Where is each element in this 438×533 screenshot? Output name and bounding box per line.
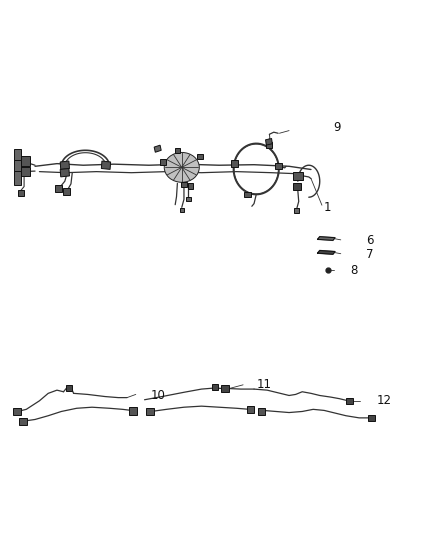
Text: 12: 12: [377, 394, 392, 407]
FancyBboxPatch shape: [101, 161, 111, 169]
Polygon shape: [318, 237, 335, 240]
FancyBboxPatch shape: [175, 148, 180, 152]
Text: 9: 9: [333, 122, 340, 134]
FancyBboxPatch shape: [13, 408, 21, 415]
FancyBboxPatch shape: [60, 168, 70, 177]
Text: 11: 11: [256, 378, 271, 391]
FancyBboxPatch shape: [14, 160, 21, 175]
FancyBboxPatch shape: [146, 408, 154, 415]
FancyBboxPatch shape: [154, 145, 161, 152]
FancyBboxPatch shape: [275, 163, 282, 169]
FancyBboxPatch shape: [197, 154, 203, 159]
FancyBboxPatch shape: [231, 160, 238, 167]
FancyBboxPatch shape: [186, 197, 191, 201]
FancyBboxPatch shape: [258, 408, 265, 415]
FancyBboxPatch shape: [160, 159, 166, 165]
FancyBboxPatch shape: [19, 418, 27, 425]
FancyBboxPatch shape: [212, 384, 218, 390]
FancyBboxPatch shape: [60, 161, 70, 169]
Polygon shape: [318, 251, 335, 254]
FancyBboxPatch shape: [63, 188, 70, 195]
FancyBboxPatch shape: [129, 407, 137, 415]
FancyBboxPatch shape: [18, 190, 24, 196]
FancyBboxPatch shape: [346, 398, 353, 404]
FancyBboxPatch shape: [244, 192, 251, 197]
FancyBboxPatch shape: [265, 139, 272, 145]
FancyBboxPatch shape: [266, 142, 272, 148]
FancyBboxPatch shape: [368, 415, 375, 421]
FancyBboxPatch shape: [66, 385, 72, 391]
FancyBboxPatch shape: [293, 172, 303, 180]
Ellipse shape: [164, 152, 199, 182]
FancyBboxPatch shape: [294, 208, 299, 213]
Text: 10: 10: [151, 389, 166, 402]
FancyBboxPatch shape: [14, 171, 21, 185]
FancyBboxPatch shape: [55, 185, 62, 192]
Text: 7: 7: [366, 248, 373, 261]
FancyBboxPatch shape: [221, 385, 229, 392]
FancyBboxPatch shape: [247, 406, 254, 413]
FancyBboxPatch shape: [293, 183, 301, 190]
FancyBboxPatch shape: [188, 183, 193, 189]
Text: 6: 6: [366, 235, 373, 247]
Text: 8: 8: [350, 264, 358, 277]
FancyBboxPatch shape: [14, 149, 21, 164]
FancyBboxPatch shape: [18, 167, 30, 176]
FancyBboxPatch shape: [180, 208, 184, 212]
FancyBboxPatch shape: [181, 182, 187, 187]
FancyBboxPatch shape: [18, 156, 30, 166]
Text: 1: 1: [324, 201, 332, 214]
